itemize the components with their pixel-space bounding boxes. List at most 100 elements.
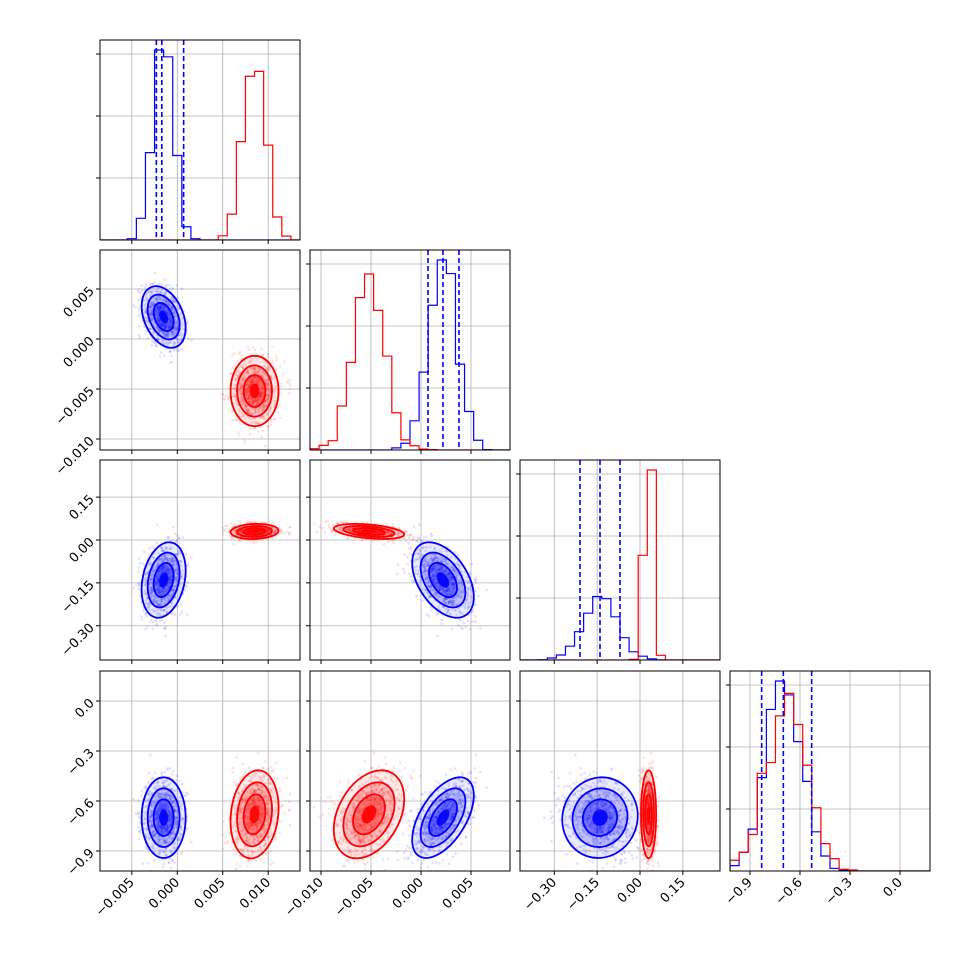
sample-point [259,529,263,532]
sample-point [168,333,172,337]
sample-point [261,375,265,378]
sample-point [246,369,249,373]
sample-point [249,382,252,386]
sample-point [158,573,162,576]
sample-point [266,397,270,400]
sample-point [242,400,245,403]
sample-point [264,373,267,377]
sample-point [254,371,257,375]
sample-point [158,603,161,607]
sample-point [262,417,266,421]
sample-point [252,540,255,543]
sample-point [247,417,251,420]
sample-point [171,589,174,592]
sample-point [173,585,177,589]
sample-point [157,297,160,301]
sample-point [160,322,163,326]
sample-point [255,359,259,362]
sample-point [272,417,276,421]
sample-point [263,364,267,368]
sample-point [155,563,159,567]
sample-point [474,620,478,623]
sample-point [253,400,256,403]
sample-point [163,627,166,630]
sample-point [243,442,246,445]
sample-point [266,392,269,396]
sample-point [252,375,256,379]
sample-point [149,587,153,590]
sample-point [250,380,254,383]
sample-point [152,289,156,293]
sample-point [167,300,170,304]
density-contour [159,572,169,588]
sample-point [154,297,158,301]
sample-point [157,306,161,310]
sample-point [407,572,411,576]
sample-point [164,325,167,329]
sample-point [249,380,253,383]
sample-point [239,529,243,532]
sample-point [150,586,153,589]
sample-point [250,421,253,424]
sample-point [256,397,260,401]
sample-point [167,303,170,306]
sample-point [247,395,251,399]
sample-point [166,312,169,315]
sample-point [162,567,166,570]
density-contour [159,310,169,324]
sample-point [159,323,162,326]
sample-point [253,380,257,384]
sample-point [155,565,159,569]
sample-point [144,599,148,603]
sample-point [247,412,251,415]
sample-point [430,608,433,612]
sample-point [174,319,178,322]
sample-point [255,399,259,403]
sample-point [160,569,164,572]
sample-point [283,360,286,363]
sample-point [160,323,164,326]
sample-point [267,425,270,429]
sample-point [155,602,159,605]
sample-point [230,410,233,413]
sample-point [473,576,477,580]
sample-point [275,384,278,388]
sample-point [247,415,250,419]
sample-point [160,600,164,604]
sample-point [162,549,166,553]
sample-point [250,407,254,410]
sample-point [266,378,269,382]
sample-point [172,340,176,344]
sample-point [161,560,165,563]
sample-point [247,383,251,386]
sample-point [243,406,247,409]
sample-point [244,408,248,411]
sample-point [155,541,159,545]
sample-point [246,520,249,523]
sample-point [261,387,264,390]
sample-point [156,578,160,581]
sample-point [247,408,250,412]
sample-point [166,566,170,570]
sample-point [230,354,234,357]
sample-point [478,627,482,630]
sample-point [175,324,178,327]
sample-point [169,320,173,324]
sample-point [156,314,160,318]
sample-point [148,592,152,596]
sample-point [157,330,161,334]
sample-point [259,393,262,397]
sample-point [167,594,170,598]
sample-point [165,558,168,562]
sample-point [150,574,154,577]
sample-point [175,327,178,331]
sample-point [247,397,250,401]
sample-point [256,380,259,383]
sample-point [243,376,247,380]
panel-grid [310,460,510,660]
sample-point [245,404,248,408]
sample-point [152,302,156,306]
sample-point [249,411,253,415]
sample-point [246,397,250,401]
sample-point [163,354,166,357]
